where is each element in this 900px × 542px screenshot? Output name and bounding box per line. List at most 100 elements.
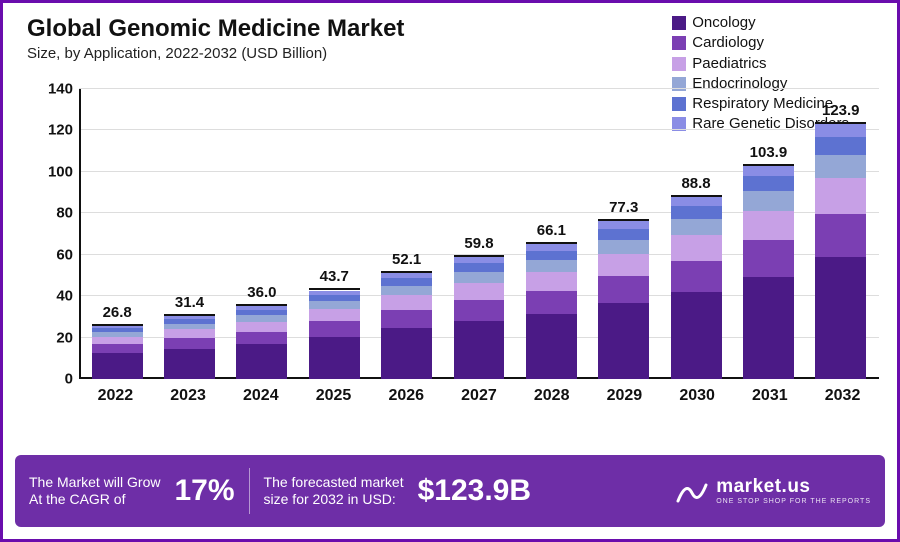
bar-group: 66.1	[520, 242, 584, 379]
x-tick-label: 2022	[83, 387, 147, 405]
bar-segment	[164, 338, 215, 349]
legend-swatch	[672, 36, 686, 50]
bar-wrapper: 43.7	[302, 288, 366, 379]
y-tick-label: 0	[39, 371, 73, 388]
bar-segment	[598, 303, 649, 379]
bar-segment	[671, 261, 722, 292]
bar-segment	[236, 344, 287, 379]
bar-segment	[671, 197, 722, 206]
bar-segment	[815, 155, 866, 178]
bar-group: 52.1	[375, 271, 439, 379]
legend-item: Cardiology	[672, 33, 849, 53]
bar-stack	[236, 304, 287, 379]
bar-segment	[454, 272, 505, 283]
bar-total-label: 66.1	[537, 222, 566, 239]
bar-stack	[381, 271, 432, 379]
bar-segment	[671, 235, 722, 260]
y-tick-label: 140	[39, 81, 73, 98]
bar-group: 59.8	[447, 255, 511, 379]
bar-segment	[381, 328, 432, 379]
x-tick-label: 2023	[156, 387, 220, 405]
forecast-label-line1: The forecasted market	[264, 474, 404, 491]
bar-segment	[309, 337, 360, 379]
bar-segment	[381, 295, 432, 310]
bar-segment	[743, 176, 794, 191]
bar-group: 43.7	[302, 288, 366, 379]
bar-total-label: 59.8	[464, 235, 493, 252]
cagr-value: 17%	[174, 474, 234, 508]
x-tick-label: 2028	[520, 387, 584, 405]
x-axis-labels: 2022202320242025202620272028202920302031…	[79, 379, 879, 419]
bar-group: 36.0	[230, 304, 294, 379]
bar-total-label: 52.1	[392, 251, 421, 268]
x-tick-label: 2025	[302, 387, 366, 405]
legend-item: Oncology	[672, 13, 849, 33]
x-tick-label: 2029	[592, 387, 656, 405]
legend-label: Oncology	[692, 13, 755, 33]
x-tick-label: 2032	[811, 387, 875, 405]
bar-stack	[92, 324, 143, 380]
bar-wrapper: 52.1	[375, 271, 439, 379]
bar-segment	[743, 211, 794, 241]
bar-segment	[381, 310, 432, 328]
bar-stack	[743, 164, 794, 379]
bar-segment	[743, 240, 794, 276]
bar-wrapper: 77.3	[592, 219, 656, 379]
y-tick-label: 20	[39, 329, 73, 346]
legend-swatch	[672, 57, 686, 71]
brand-name: market.us	[716, 477, 871, 498]
bar-segment	[815, 257, 866, 379]
bar-segment	[598, 221, 649, 229]
bar-segment	[815, 178, 866, 214]
legend-swatch	[672, 16, 686, 30]
bar-segment	[454, 321, 505, 379]
legend-label: Cardiology	[692, 33, 764, 53]
bar-total-label: 77.3	[609, 199, 638, 216]
brand-logo-icon	[676, 475, 708, 507]
bar-total-label: 36.0	[247, 284, 276, 301]
x-tick-label: 2027	[447, 387, 511, 405]
bar-segment	[454, 300, 505, 321]
forecast-value: $123.9B	[418, 474, 531, 508]
bar-segment	[526, 272, 577, 291]
cagr-label-line1: The Market will Grow	[29, 474, 160, 491]
forecast-label: The forecasted market size for 2032 in U…	[264, 474, 404, 508]
bar-segment	[598, 229, 649, 240]
bar-stack	[454, 255, 505, 379]
bar-stack	[815, 122, 866, 379]
bar-segment	[381, 278, 432, 285]
cagr-label-line2: At the CAGR of	[29, 491, 160, 508]
chart-card: Global Genomic Medicine Market Size, by …	[0, 0, 900, 542]
bar-segment	[526, 314, 577, 379]
bar-group: 77.3	[592, 219, 656, 379]
y-tick-label: 100	[39, 163, 73, 180]
bar-wrapper: 66.1	[520, 242, 584, 379]
bar-segment	[526, 291, 577, 314]
bar-segment	[236, 322, 287, 332]
bar-stack	[671, 195, 722, 379]
x-tick-label: 2030	[665, 387, 729, 405]
legend-label: Paediatrics	[692, 54, 766, 74]
bar-stack	[309, 288, 360, 379]
bar-segment	[598, 254, 649, 276]
bar-segment	[671, 219, 722, 235]
chart-area: 020406080100120140 26.831.436.043.752.15…	[39, 89, 879, 419]
y-tick-label: 120	[39, 122, 73, 139]
bar-segment	[92, 353, 143, 379]
bar-wrapper: 123.9	[809, 122, 873, 379]
x-tick-label: 2024	[229, 387, 293, 405]
bar-segment	[815, 137, 866, 155]
bar-wrapper: 88.8	[664, 195, 728, 379]
bar-group: 103.9	[737, 164, 801, 379]
bar-total-label: 88.8	[681, 175, 710, 192]
y-tick-label: 40	[39, 288, 73, 305]
bar-segment	[236, 332, 287, 344]
x-tick-label: 2031	[738, 387, 802, 405]
bar-segment	[164, 349, 215, 379]
bar-segment	[598, 240, 649, 254]
bar-segment	[598, 276, 649, 303]
bar-segment	[526, 260, 577, 272]
bar-segment	[671, 206, 722, 219]
bar-segment	[743, 166, 794, 177]
header: Global Genomic Medicine Market Size, by …	[27, 15, 404, 62]
